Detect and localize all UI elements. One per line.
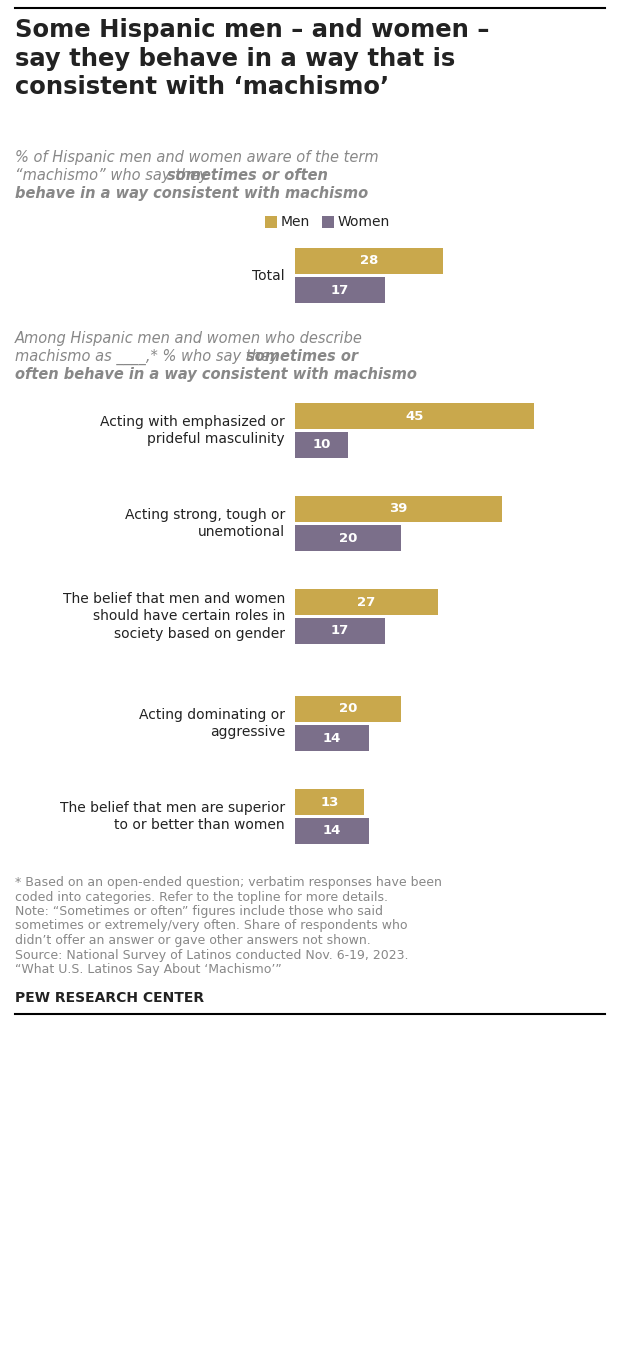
Text: sometimes or often: sometimes or often xyxy=(167,168,328,183)
Text: coded into categories. Refer to the topline for more details.: coded into categories. Refer to the topl… xyxy=(15,891,388,903)
Text: behave in a way consistent with machismo: behave in a way consistent with machismo xyxy=(15,186,368,201)
Bar xyxy=(295,617,385,644)
Text: Among Hispanic men and women who describe: Among Hispanic men and women who describ… xyxy=(15,332,363,346)
Text: PEW RESEARCH CENTER: PEW RESEARCH CENTER xyxy=(15,992,204,1006)
Text: 45: 45 xyxy=(405,410,423,422)
Text: 27: 27 xyxy=(357,596,376,608)
Bar xyxy=(295,789,364,816)
Text: Men: Men xyxy=(281,214,310,229)
Text: 13: 13 xyxy=(321,795,339,809)
Text: Source: National Survey of Latinos conducted Nov. 6-19, 2023.: Source: National Survey of Latinos condu… xyxy=(15,949,409,961)
Bar xyxy=(295,818,369,844)
Text: “machismo” who say they: “machismo” who say they xyxy=(15,168,213,183)
Bar xyxy=(295,431,348,458)
Text: sometimes or: sometimes or xyxy=(246,349,358,364)
Text: Acting strong, tough or
unemotional: Acting strong, tough or unemotional xyxy=(125,508,285,539)
Text: 17: 17 xyxy=(331,283,349,297)
Text: 14: 14 xyxy=(323,825,341,837)
Text: 10: 10 xyxy=(312,438,330,452)
Text: Note: “Sometimes or often” figures include those who said: Note: “Sometimes or often” figures inclu… xyxy=(15,905,383,918)
Text: often behave in a way consistent with machismo: often behave in a way consistent with ma… xyxy=(15,367,417,381)
Bar xyxy=(295,403,533,429)
Text: “What U.S. Latinos Say About ‘Machismo’”: “What U.S. Latinos Say About ‘Machismo’” xyxy=(15,962,281,976)
Text: The belief that men and women
should have certain roles in
society based on gend: The belief that men and women should hav… xyxy=(63,592,285,642)
Bar xyxy=(295,276,385,303)
Text: 14: 14 xyxy=(323,732,341,744)
Bar xyxy=(322,216,334,228)
Text: 20: 20 xyxy=(339,702,357,716)
Text: Acting dominating or
aggressive: Acting dominating or aggressive xyxy=(139,708,285,740)
Text: didn’t offer an answer or gave other answers not shown.: didn’t offer an answer or gave other ans… xyxy=(15,934,371,948)
Text: Some Hispanic men – and women –
say they behave in a way that is
consistent with: Some Hispanic men – and women – say they… xyxy=(15,18,489,100)
Text: 20: 20 xyxy=(339,531,357,545)
Bar xyxy=(295,696,401,723)
Text: 39: 39 xyxy=(389,503,407,515)
Bar xyxy=(295,725,369,751)
Bar xyxy=(295,496,502,522)
Bar xyxy=(295,248,443,274)
Text: sometimes or extremely/very often. Share of respondents who: sometimes or extremely/very often. Share… xyxy=(15,919,407,933)
Bar xyxy=(295,589,438,615)
Bar xyxy=(295,524,401,551)
Text: machismo as ____,* % who say they: machismo as ____,* % who say they xyxy=(15,349,283,365)
Text: Total: Total xyxy=(252,268,285,283)
Text: Women: Women xyxy=(338,214,390,229)
Text: * Based on an open-ended question; verbatim responses have been: * Based on an open-ended question; verba… xyxy=(15,876,442,888)
Text: % of Hispanic men and women aware of the term: % of Hispanic men and women aware of the… xyxy=(15,150,379,164)
Text: Acting with emphasized or
prideful masculinity: Acting with emphasized or prideful mascu… xyxy=(100,415,285,446)
Text: 17: 17 xyxy=(331,624,349,638)
Text: The belief that men are superior
to or better than women: The belief that men are superior to or b… xyxy=(60,801,285,833)
Text: 28: 28 xyxy=(360,255,378,267)
Bar xyxy=(265,216,277,228)
